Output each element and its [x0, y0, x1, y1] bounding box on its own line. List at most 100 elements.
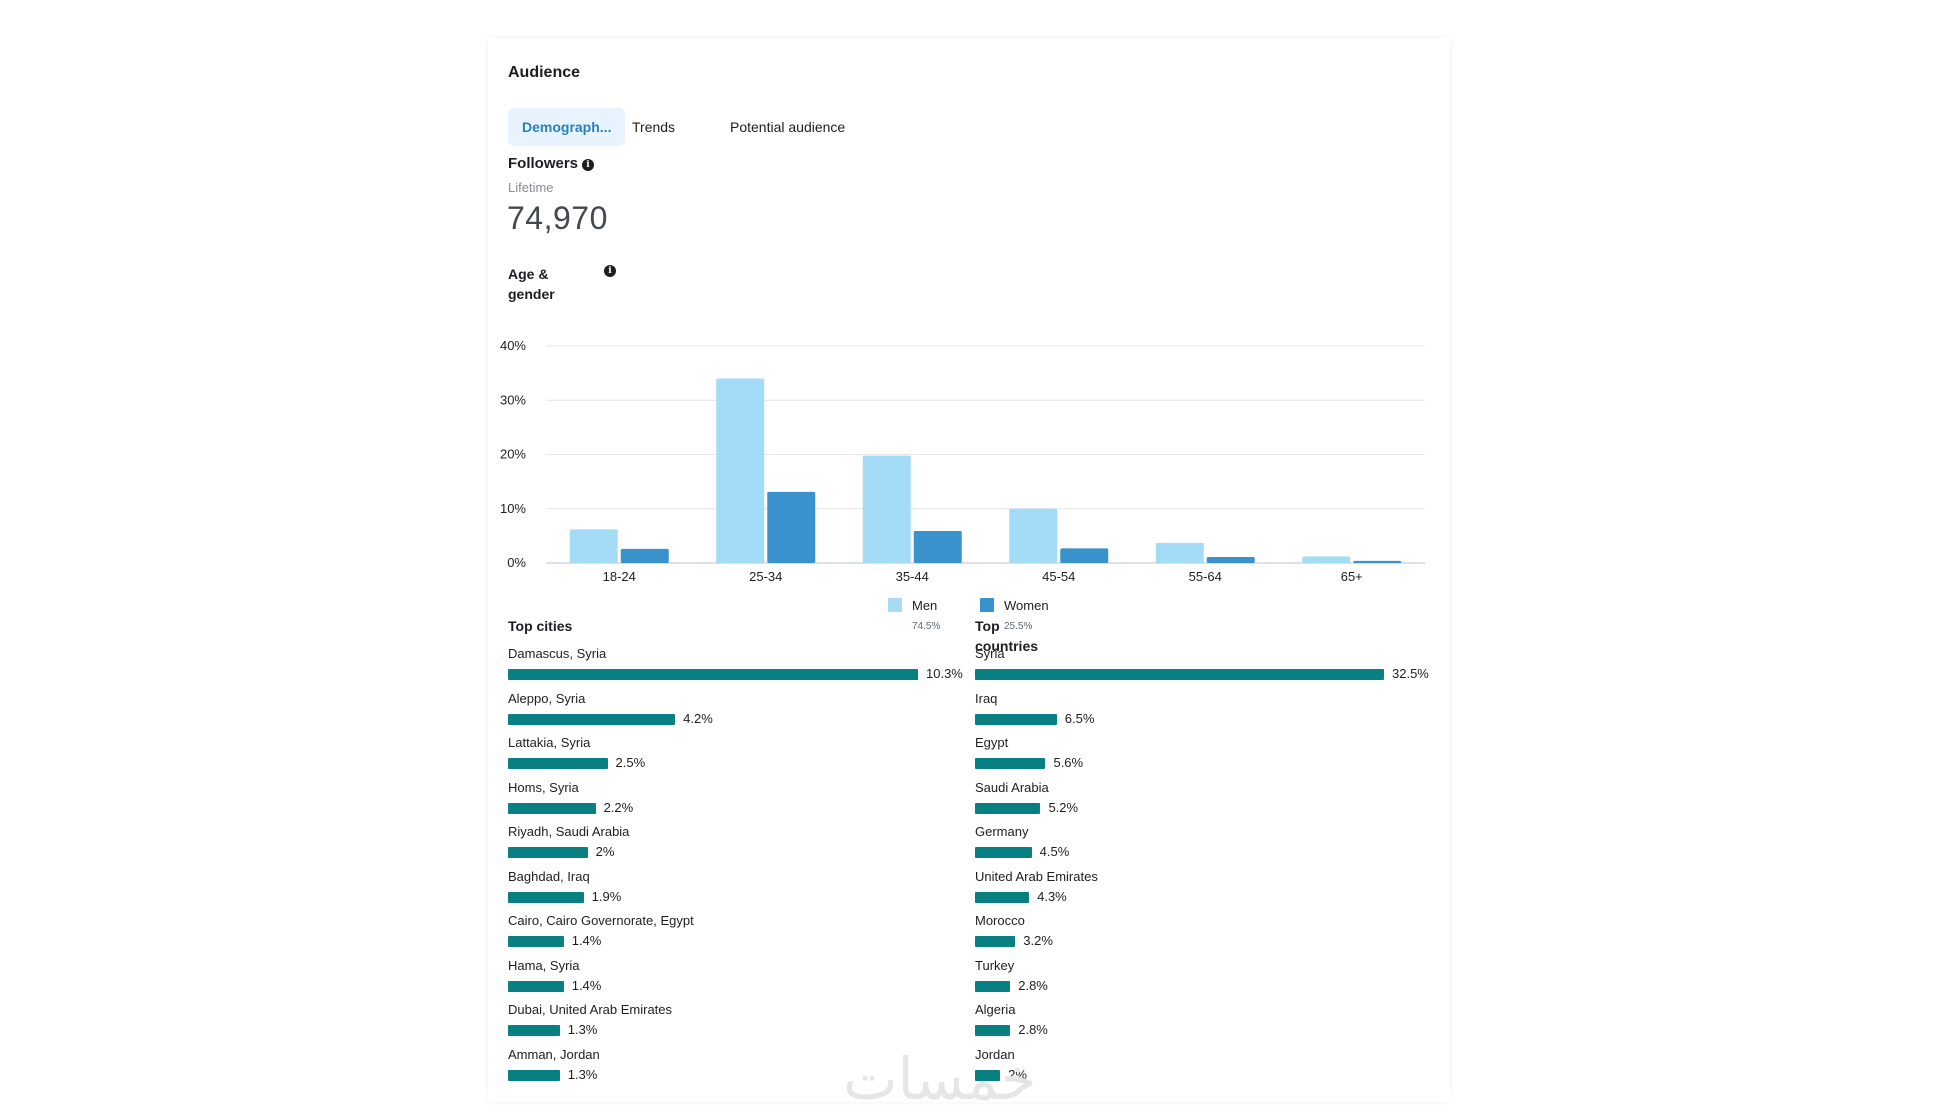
list-item-bar — [975, 1069, 1001, 1081]
list-item-bar — [508, 713, 676, 725]
list-item-bar — [508, 758, 608, 769]
bar-women-18-24 — [620, 548, 669, 563]
list-item-bar — [508, 1025, 560, 1036]
list-item-label: Baghdad, Iraq — [508, 868, 590, 884]
list-item-label: Cairo, Cairo Governorate, Egypt — [508, 913, 694, 928]
age-gender-chart: 0% 10% 20% 30% 40% 18-24 25-34 35-44 45-54 55-64 6… — [500, 338, 1425, 632]
x-tick-label: 65+ — [1341, 569, 1363, 584]
bar-women-45-54 — [1060, 548, 1109, 563]
list-item-bar — [975, 847, 1032, 858]
list-item-value: 10.3% — [926, 666, 963, 681]
list-item-label: Aleppo, Syria — [508, 690, 586, 706]
list-item-value: 1.3% — [567, 1066, 598, 1082]
list-item-bar — [975, 980, 1011, 992]
y-tick-label: 40% — [500, 338, 526, 353]
list-item-bar — [975, 891, 1030, 903]
info-icon[interactable]: i — [582, 159, 595, 171]
list-item-value: 2.8% — [1018, 1022, 1048, 1037]
bar-men-35-44 — [862, 455, 911, 563]
list-item-value: 1.3% — [567, 1022, 598, 1037]
list-item-bar — [508, 980, 564, 992]
list-item-value: 1.4% — [571, 933, 602, 948]
list-item-bar — [508, 1069, 560, 1081]
legend-swatch-men — [888, 598, 902, 612]
bar-men-18-24 — [569, 529, 618, 563]
list-item-label: Saudi Arabia — [975, 779, 1049, 795]
list-item-label: Homs, Syria — [508, 779, 579, 795]
list-item-label: Egypt — [975, 735, 1009, 750]
bar-women-65+ — [1353, 560, 1402, 563]
legend-share-women: 25.5% — [1004, 621, 1032, 632]
bar-women-55-64 — [1206, 557, 1255, 563]
x-tick-label: 35-44 — [896, 569, 929, 584]
watermark-logo: خمسات — [843, 1045, 1037, 1113]
y-tick-label: 10% — [500, 501, 526, 516]
list-item-bar — [508, 669, 918, 680]
audience-card: Audience Demograph... Trends Potential a… — [488, 38, 1450, 1113]
list-item-bar — [975, 713, 1057, 725]
legend-share-men: 74.5% — [912, 621, 940, 632]
age-gender-title: Age & gender — [508, 266, 555, 302]
list-item-label: United Arab Emirates — [975, 868, 1098, 884]
list-item-bar — [975, 669, 1384, 680]
list-item-bar — [508, 847, 588, 858]
list-item-value: 3.2% — [1023, 933, 1053, 948]
x-tick-label: 18-24 — [603, 569, 636, 584]
list-item-value: 2.8% — [1018, 977, 1048, 993]
list-item-label: Syria — [975, 646, 1005, 661]
list-item-bar — [508, 802, 596, 814]
list-item-bar — [508, 891, 584, 903]
list-item-label: Germany — [975, 824, 1029, 839]
followers-count: 74,970 — [507, 200, 608, 236]
list-item-value: 4.2% — [683, 710, 713, 726]
y-tick-label: 30% — [500, 392, 526, 407]
info-icon[interactable]: i — [604, 265, 616, 277]
bar-men-55-64 — [1155, 542, 1204, 563]
legend-label-men: Men — [912, 598, 937, 613]
legend-label-women: Women — [1004, 598, 1049, 613]
page-title: Audience — [508, 64, 581, 81]
list-item-label: Hama, Syria — [508, 957, 580, 973]
bar-women-35-44 — [913, 530, 962, 563]
y-tick-label: 0% — [507, 555, 526, 570]
y-tick-label: 20% — [500, 447, 526, 462]
list-item-label: Riyadh, Saudi Arabia — [508, 824, 630, 839]
list-item-label: Jordan — [975, 1046, 1015, 1062]
list-item-label: Iraq — [975, 690, 998, 706]
tab-potential-audience[interactable]: Potential audience — [730, 119, 846, 135]
list-item-label: Algeria — [975, 1002, 1016, 1017]
list-item-value: 32.5% — [1392, 666, 1429, 681]
list-item-value: 2% — [1008, 1066, 1027, 1082]
legend-swatch-women — [980, 598, 994, 612]
x-tick-label: 25-34 — [749, 569, 782, 584]
list-item-value: 5.2% — [1048, 799, 1079, 815]
list-item-label: Lattakia, Syria — [508, 735, 591, 750]
list-item-value: 5.6% — [1053, 755, 1084, 770]
list-item-value: 1.4% — [571, 977, 602, 993]
bar-men-45-54 — [1009, 508, 1058, 563]
list-item-value: 2.5% — [615, 755, 646, 770]
bar-women-25-34 — [767, 491, 816, 563]
list-item-label: Morocco — [975, 913, 1025, 928]
list-item-value: 6.5% — [1064, 710, 1095, 726]
list-item-value: 4.3% — [1037, 888, 1067, 904]
list-item-bar — [975, 936, 1016, 947]
tab-demographics[interactable]: Demograph... — [508, 108, 626, 146]
list-item-bar — [975, 758, 1046, 769]
bar-men-65+ — [1302, 556, 1351, 563]
list-item-value: 1.9% — [591, 888, 622, 904]
bar-men-25-34 — [716, 378, 765, 563]
top-cities-title: Top cities — [508, 618, 573, 634]
list-item-bar — [975, 802, 1041, 814]
list-item-value: 2% — [595, 844, 615, 859]
list-item-value: 2.2% — [603, 799, 634, 815]
tab-trends[interactable]: Trends — [632, 119, 676, 135]
list-item-label: Dubai, United Arab Emirates — [508, 1002, 673, 1017]
list-item-bar — [508, 936, 564, 947]
list-item-label: Damascus, Syria — [508, 646, 607, 661]
list-item-label: Amman, Jordan — [508, 1046, 600, 1062]
top-countries-title: Top countries — [975, 618, 1039, 654]
x-tick-label: 55-64 — [1189, 569, 1222, 584]
list-item-value: 4.5% — [1039, 844, 1070, 859]
followers-period: Lifetime — [508, 180, 554, 195]
